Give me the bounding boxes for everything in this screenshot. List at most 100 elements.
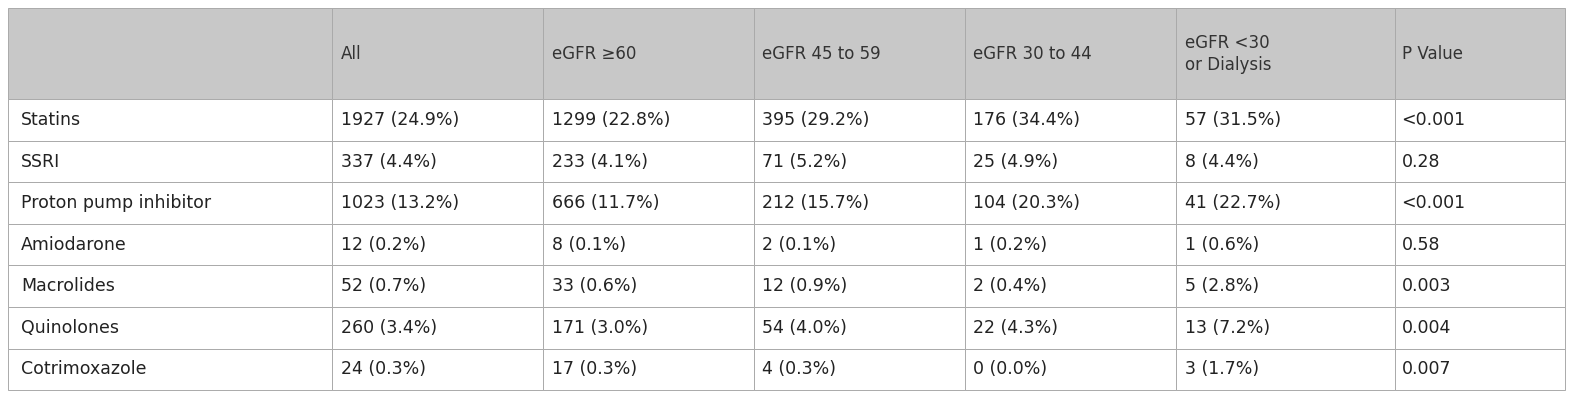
Text: 52 (0.7%): 52 (0.7%) (341, 277, 426, 295)
Text: 57 (31.5%): 57 (31.5%) (1184, 111, 1280, 129)
Bar (1175, 224, 1395, 265)
Text: 4 (0.3%): 4 (0.3%) (763, 360, 837, 378)
Text: Amiodarone: Amiodarone (20, 236, 126, 254)
Bar (332, 349, 543, 390)
Text: 1927 (24.9%): 1927 (24.9%) (341, 111, 459, 129)
Bar (964, 307, 1175, 349)
Text: SSRI: SSRI (20, 152, 60, 171)
Text: 1023 (13.2%): 1023 (13.2%) (341, 194, 459, 212)
Bar (332, 182, 543, 224)
Bar (543, 307, 753, 349)
Bar (964, 224, 1175, 265)
Text: <0.001: <0.001 (1402, 194, 1466, 212)
Text: 0 (0.0%): 0 (0.0%) (974, 360, 1048, 378)
Bar (8, 8, 332, 100)
Bar (1175, 100, 1395, 141)
Bar (964, 100, 1175, 141)
Text: eGFR ≥60: eGFR ≥60 (552, 45, 635, 62)
Text: 25 (4.9%): 25 (4.9%) (974, 152, 1059, 171)
Text: 41 (22.7%): 41 (22.7%) (1184, 194, 1280, 212)
Bar (8, 141, 332, 182)
Text: 337 (4.4%): 337 (4.4%) (341, 152, 437, 171)
Bar (1395, 8, 1565, 100)
Text: 0.003: 0.003 (1402, 277, 1452, 295)
Bar (964, 8, 1175, 100)
Bar (753, 8, 964, 100)
Text: 0.28: 0.28 (1402, 152, 1441, 171)
Text: eGFR 45 to 59: eGFR 45 to 59 (763, 45, 881, 62)
Bar (753, 182, 964, 224)
Bar (332, 224, 543, 265)
Bar (753, 265, 964, 307)
Bar (1175, 265, 1395, 307)
Text: 33 (0.6%): 33 (0.6%) (552, 277, 637, 295)
Text: 2 (0.4%): 2 (0.4%) (974, 277, 1048, 295)
Bar (753, 100, 964, 141)
Text: 260 (3.4%): 260 (3.4%) (341, 319, 437, 337)
Bar (8, 265, 332, 307)
Bar (1395, 100, 1565, 141)
Bar (332, 307, 543, 349)
Bar (1175, 307, 1395, 349)
Text: 24 (0.3%): 24 (0.3%) (341, 360, 426, 378)
Text: eGFR <30
or Dialysis: eGFR <30 or Dialysis (1184, 33, 1271, 74)
Bar (332, 141, 543, 182)
Text: 12 (0.9%): 12 (0.9%) (763, 277, 848, 295)
Bar (753, 141, 964, 182)
Text: 13 (7.2%): 13 (7.2%) (1184, 319, 1269, 337)
Bar (543, 224, 753, 265)
Bar (1175, 182, 1395, 224)
Bar (1175, 8, 1395, 100)
Bar (964, 349, 1175, 390)
Text: 71 (5.2%): 71 (5.2%) (763, 152, 848, 171)
Bar (332, 265, 543, 307)
Bar (964, 265, 1175, 307)
Bar (8, 349, 332, 390)
Bar (543, 141, 753, 182)
Text: 8 (4.4%): 8 (4.4%) (1184, 152, 1258, 171)
Bar (8, 307, 332, 349)
Bar (1395, 141, 1565, 182)
Text: 171 (3.0%): 171 (3.0%) (552, 319, 648, 337)
Text: 0.007: 0.007 (1402, 360, 1452, 378)
Text: P Value: P Value (1402, 45, 1463, 62)
Bar (1175, 349, 1395, 390)
Text: 212 (15.7%): 212 (15.7%) (763, 194, 870, 212)
Bar (753, 307, 964, 349)
Bar (1395, 224, 1565, 265)
Bar (964, 141, 1175, 182)
Text: 1 (0.6%): 1 (0.6%) (1184, 236, 1258, 254)
Text: 8 (0.1%): 8 (0.1%) (552, 236, 626, 254)
Text: 54 (4.0%): 54 (4.0%) (763, 319, 848, 337)
Text: 17 (0.3%): 17 (0.3%) (552, 360, 637, 378)
Bar (1395, 265, 1565, 307)
Text: 104 (20.3%): 104 (20.3%) (974, 194, 1081, 212)
Text: Macrolides: Macrolides (20, 277, 115, 295)
Bar (543, 265, 753, 307)
Bar (964, 182, 1175, 224)
Text: 22 (4.3%): 22 (4.3%) (974, 319, 1059, 337)
Bar (753, 224, 964, 265)
Bar (543, 349, 753, 390)
Bar (1395, 349, 1565, 390)
Text: 5 (2.8%): 5 (2.8%) (1184, 277, 1258, 295)
Bar (1395, 182, 1565, 224)
Text: 2 (0.1%): 2 (0.1%) (763, 236, 837, 254)
Text: 0.58: 0.58 (1402, 236, 1441, 254)
Bar (332, 8, 543, 100)
Text: 1 (0.2%): 1 (0.2%) (974, 236, 1048, 254)
Bar (8, 182, 332, 224)
Bar (332, 100, 543, 141)
Text: 395 (29.2%): 395 (29.2%) (763, 111, 870, 129)
Text: Cotrimoxazole: Cotrimoxazole (20, 360, 146, 378)
Bar (1175, 141, 1395, 182)
Bar (8, 224, 332, 265)
Bar (1395, 307, 1565, 349)
Bar (543, 8, 753, 100)
Text: <0.001: <0.001 (1402, 111, 1466, 129)
Bar (543, 182, 753, 224)
Text: Quinolones: Quinolones (20, 319, 120, 337)
Bar (753, 349, 964, 390)
Text: 3 (1.7%): 3 (1.7%) (1184, 360, 1258, 378)
Text: 0.004: 0.004 (1402, 319, 1450, 337)
